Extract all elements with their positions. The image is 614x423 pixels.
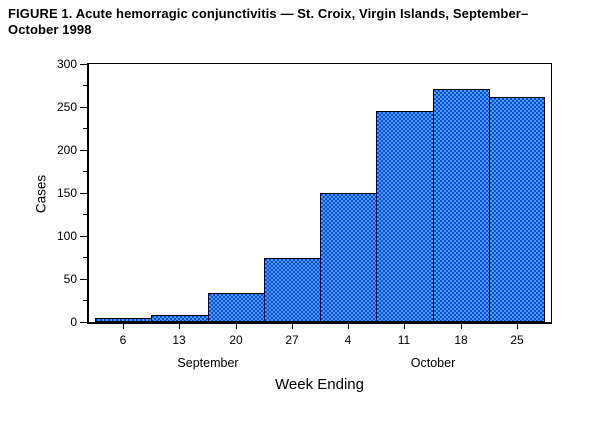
y-tick <box>80 322 87 323</box>
y-minor-tick <box>83 214 87 215</box>
bar-25 <box>488 97 545 322</box>
x-tick <box>123 324 124 329</box>
bar-11 <box>376 111 434 322</box>
y-tick <box>80 107 87 108</box>
y-minor-tick <box>83 171 87 172</box>
y-tick-label: 200 <box>56 143 77 157</box>
x-tick-label: 25 <box>510 333 524 347</box>
y-tick-label: 300 <box>56 57 77 71</box>
figure-title: FIGURE 1. Acute hemorragic conjunctiviti… <box>8 6 608 38</box>
month-label-september: September <box>177 356 239 370</box>
x-tick-label: 18 <box>454 333 468 347</box>
figure-title-line1: FIGURE 1. Acute hemorragic conjunctiviti… <box>8 6 529 21</box>
y-tick <box>80 64 87 65</box>
y-tick <box>80 150 87 151</box>
y-tick-label: 100 <box>56 229 77 243</box>
bar-27 <box>263 258 321 322</box>
bar-18 <box>432 89 490 322</box>
y-minor-tick <box>83 128 87 129</box>
x-tick <box>461 324 462 329</box>
x-tick-label: 4 <box>344 333 352 347</box>
bar-13 <box>151 315 209 322</box>
y-tick <box>80 193 87 194</box>
y-tick-label: 250 <box>56 100 77 114</box>
y-tick <box>80 279 87 280</box>
plot-area <box>87 63 552 324</box>
x-tick <box>236 324 237 329</box>
y-minor-tick <box>83 85 87 86</box>
x-tick-label: 13 <box>172 333 186 347</box>
y-tick-label: 50 <box>63 272 77 286</box>
y-tick-label: 150 <box>56 186 77 200</box>
y-minor-tick <box>83 300 87 301</box>
x-tick-label: 6 <box>119 333 127 347</box>
y-tick <box>80 236 87 237</box>
bar-6 <box>95 318 153 322</box>
x-axis-title: Week Ending <box>275 376 364 393</box>
x-tick-label: 11 <box>397 333 411 347</box>
bar-4 <box>320 193 378 322</box>
x-tick <box>292 324 293 329</box>
month-label-october: October <box>410 356 456 370</box>
x-tick-label: 27 <box>285 333 299 347</box>
y-minor-tick <box>83 257 87 258</box>
x-tick <box>348 324 349 329</box>
figure-title-line2: October 1998 <box>8 22 92 37</box>
bars-layer <box>89 64 551 322</box>
bar-20 <box>207 293 265 322</box>
x-tick <box>179 324 180 329</box>
x-tick-label: 20 <box>229 333 243 347</box>
y-tick-label: 0 <box>70 315 77 329</box>
x-tick <box>517 324 518 329</box>
x-tick <box>404 324 405 329</box>
